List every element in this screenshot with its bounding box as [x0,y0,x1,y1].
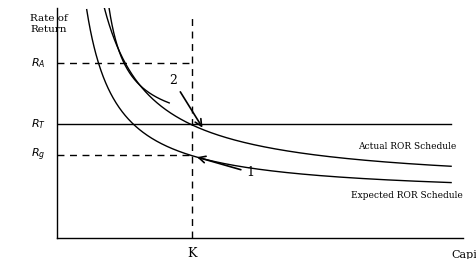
Text: Capital: Capital [450,250,476,259]
Text: Actual ROR Schedule: Actual ROR Schedule [357,142,456,151]
Text: Expected ROR Schedule: Expected ROR Schedule [350,191,462,200]
Text: $R_T$: $R_T$ [30,117,46,131]
Text: 1: 1 [198,156,254,179]
Text: $R_A$: $R_A$ [31,56,46,70]
Text: 2: 2 [169,74,201,126]
Text: $R_g$: $R_g$ [31,147,46,163]
Text: K: K [187,247,197,259]
Text: Rate of
Return: Rate of Return [30,14,68,34]
